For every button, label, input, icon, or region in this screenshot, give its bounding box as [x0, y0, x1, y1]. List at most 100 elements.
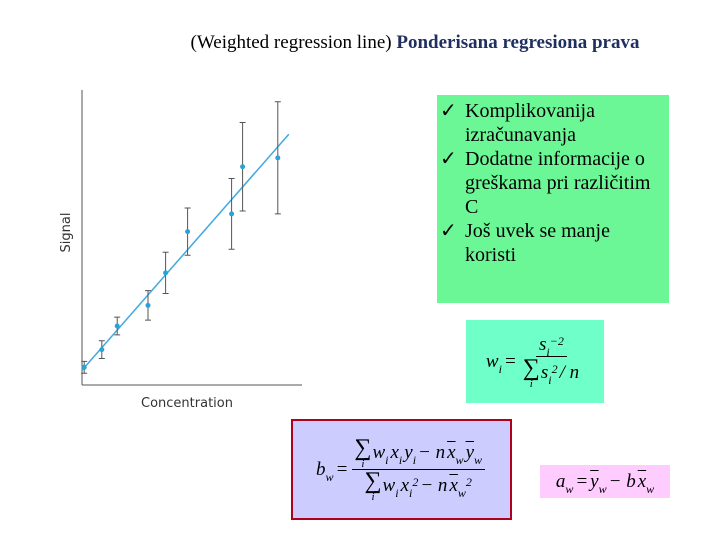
point [145, 302, 151, 308]
symbol: = [503, 350, 517, 372]
fit-line [81, 133, 290, 371]
title-plain: (Weighted regression line) [190, 32, 392, 53]
symbol: a [555, 470, 566, 492]
symbol: − n [420, 475, 448, 496]
subscript: i [385, 453, 389, 467]
sum-sign: ∑ [364, 468, 382, 494]
formula: w i = s i −2 ∑ i s i 2/ n [466, 320, 604, 403]
subscript: i [548, 373, 552, 387]
superscript: 2 [412, 475, 419, 489]
bullet: Još uvek se manje koristi [440, 219, 665, 267]
subscript: w [325, 469, 334, 484]
x-axis-label: Concentration [141, 396, 233, 411]
sum: ∑ i [354, 435, 372, 470]
token: = [504, 351, 517, 373]
subscript: i [395, 486, 399, 500]
y-axis-label: Signal [59, 213, 74, 253]
weight-formula-box: w i = s i −2 ∑ i s i 2/ n [466, 320, 604, 403]
symbol: = [335, 458, 349, 480]
numerator: s i −2 [536, 334, 567, 359]
symbol: y [404, 442, 413, 463]
token: − n [418, 442, 445, 464]
symbol: x [449, 475, 458, 496]
symbol: x [637, 470, 647, 492]
bullet: Komplikovanija izračunavanja [440, 99, 665, 147]
point [114, 323, 120, 329]
symbol: x [400, 475, 410, 496]
symbol: w [485, 350, 499, 372]
point [99, 347, 105, 353]
symbol: w [372, 442, 386, 463]
symbol: = [575, 470, 589, 492]
point [163, 270, 169, 276]
slide-title: (Weighted regression line) Ponderisana r… [0, 32, 720, 54]
superscript: −2 [549, 334, 564, 348]
sum-sign: ∑ [522, 355, 540, 381]
point [229, 211, 235, 217]
subscript: i [546, 345, 550, 359]
point [275, 155, 281, 161]
superscript: 2 [465, 475, 472, 489]
sum-index: i [529, 378, 533, 390]
symbol: s [539, 334, 547, 355]
point [185, 229, 191, 235]
point [81, 364, 87, 370]
denominator: ∑ i s i 2/ n [521, 355, 582, 390]
symbol: / n [559, 362, 580, 383]
bullet-box: Komplikovanija izračunavanjaDodatne info… [437, 95, 669, 303]
symbol: y [590, 470, 599, 492]
subscript: w [565, 481, 574, 496]
sum-index: i [361, 458, 365, 470]
subscript: w [457, 486, 466, 500]
token: s i −2 [539, 334, 564, 359]
subscript: w [455, 453, 464, 467]
symbol: b [315, 458, 326, 480]
token: = [336, 459, 349, 481]
token: − b [609, 471, 636, 493]
superscript: 2 [551, 362, 558, 376]
symbol: w [382, 475, 396, 496]
subscript: i [498, 361, 502, 376]
sum-sign: ∑ [354, 435, 372, 461]
bullet: Dodatne informacije o greškama pri razli… [440, 147, 665, 219]
subscript: w [598, 481, 607, 496]
token: / n [560, 362, 580, 384]
title-bold: Ponderisana regresiona prava [396, 32, 640, 53]
token: = [575, 471, 588, 493]
subscript: w [646, 481, 655, 496]
subscript: i [412, 453, 417, 467]
sum-index: i [371, 491, 375, 503]
sum: ∑ i [364, 468, 382, 503]
point [240, 164, 246, 170]
symbol: − n [418, 442, 446, 463]
symbol: y [465, 442, 474, 463]
token: − n [420, 475, 447, 497]
subscript: i [409, 486, 413, 500]
symbol: x [390, 442, 399, 463]
sum: ∑ i [522, 355, 540, 390]
subscript: i [398, 453, 403, 467]
